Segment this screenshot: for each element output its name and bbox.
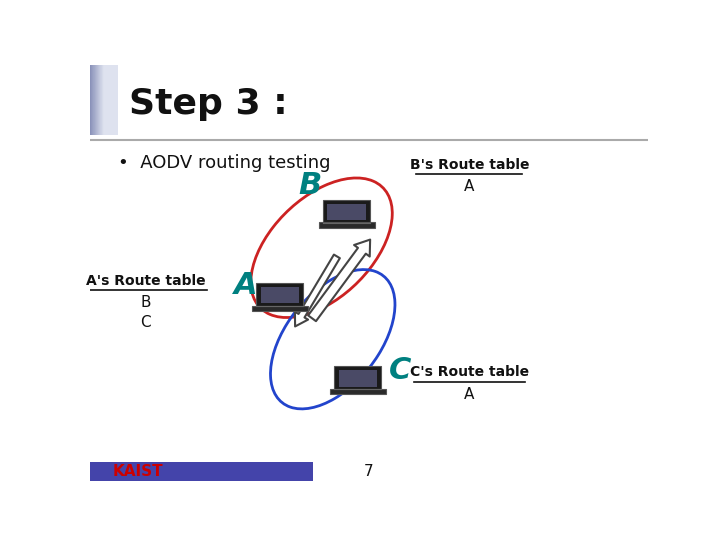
Bar [103, 65, 117, 136]
Bar [93, 65, 107, 136]
Bar [97, 65, 112, 136]
Bar [94, 65, 108, 136]
Bar [94, 65, 107, 136]
Bar [256, 284, 303, 306]
Text: B: B [140, 295, 151, 310]
Text: •  AODV routing testing: • AODV routing testing [118, 153, 330, 172]
Bar [261, 287, 299, 303]
Text: 7: 7 [364, 464, 374, 479]
Bar [92, 65, 107, 136]
FancyArrowPatch shape [308, 240, 370, 321]
Bar [91, 65, 105, 136]
Bar [101, 65, 115, 136]
Text: A: A [464, 387, 474, 402]
Bar [251, 306, 308, 311]
Bar [99, 65, 113, 136]
Bar [96, 65, 110, 136]
Text: C's Route table: C's Route table [410, 366, 529, 380]
Bar [96, 65, 111, 136]
Text: B's Route table: B's Route table [410, 158, 529, 172]
Bar [99, 65, 112, 136]
Bar [328, 204, 366, 220]
Bar [98, 65, 112, 136]
Bar [90, 462, 313, 481]
Bar [95, 65, 109, 136]
Bar [318, 222, 375, 228]
Bar [97, 65, 111, 136]
Bar [104, 65, 117, 136]
Bar [103, 65, 117, 136]
Bar [91, 65, 105, 136]
Text: KAIST: KAIST [112, 464, 163, 479]
Bar [91, 65, 104, 136]
Bar [102, 65, 116, 136]
Text: Step 3 :: Step 3 : [129, 87, 288, 122]
Bar [102, 65, 117, 136]
Bar [330, 389, 386, 394]
Bar [91, 65, 106, 136]
Text: A: A [464, 179, 474, 194]
Bar [323, 200, 370, 223]
Bar [99, 65, 112, 136]
FancyArrowPatch shape [295, 254, 340, 327]
Text: A's Route table: A's Route table [86, 274, 206, 288]
Bar [90, 65, 104, 136]
Bar [102, 65, 115, 136]
Text: C: C [140, 315, 151, 330]
Bar [99, 65, 113, 136]
Bar [98, 65, 112, 136]
Bar [96, 65, 110, 136]
Text: A: A [235, 271, 258, 300]
Bar [100, 65, 114, 136]
Bar [334, 367, 382, 389]
Bar [100, 65, 114, 136]
Bar [102, 65, 116, 136]
Text: B: B [299, 171, 322, 200]
Bar [90, 65, 104, 136]
Bar [93, 65, 107, 136]
Bar [338, 370, 377, 387]
Bar [94, 65, 109, 136]
Bar [96, 65, 109, 136]
Bar [95, 65, 109, 136]
Bar [92, 65, 106, 136]
Text: C: C [389, 356, 411, 385]
Bar [94, 65, 108, 136]
Bar [101, 65, 114, 136]
Bar [101, 65, 114, 136]
